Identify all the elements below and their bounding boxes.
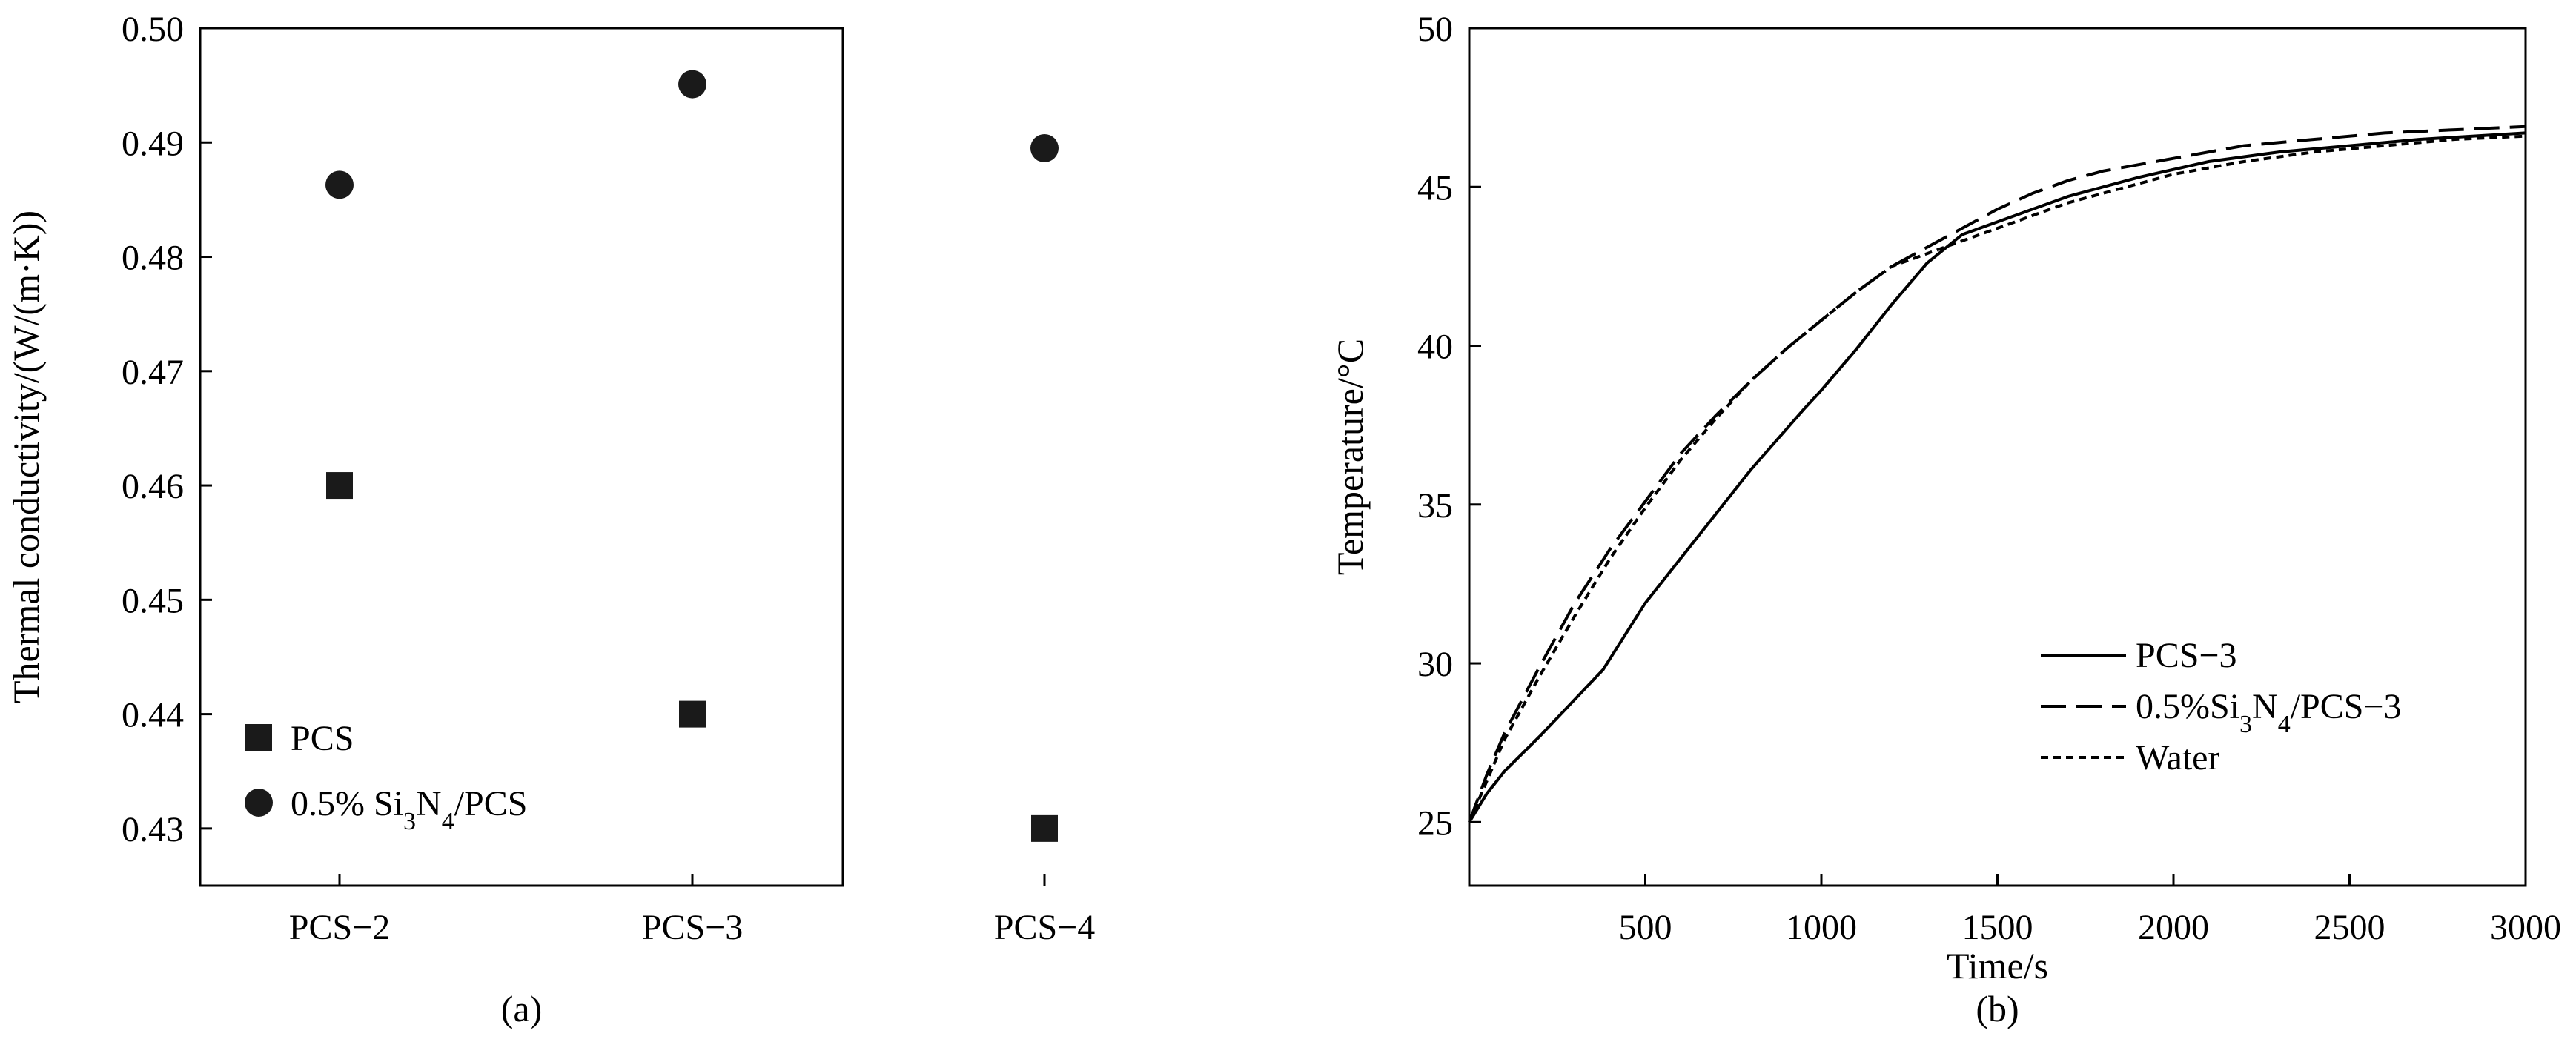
plot-frame	[1468, 27, 2527, 887]
y-tick-label: 0.47	[122, 353, 184, 392]
panel-b-temperature-chart: 25 30 35 40 45 50 500 1000 1500 2000 2500 3000 Time/…	[1329, 10, 2561, 1029]
x-tick-label: PCS−4	[994, 908, 1095, 947]
legend-label: Water	[2136, 738, 2219, 777]
y-tick-label: 30	[1417, 645, 1453, 684]
y-axis-title: Temperature/°C	[1329, 339, 1371, 575]
legend-label: 0.5%Si3N4/PCS−3	[2136, 687, 2402, 738]
panel-a-thermal-conductivity-chart: 0.43 0.44 0.45 0.46 0.47 0.48 0.49 0.50 PCS−2 PCS…	[5, 10, 1095, 1029]
legend-marker-square	[245, 724, 272, 751]
x-tick-label: 1500	[1962, 908, 2033, 947]
x-tick-label: PCS−3	[642, 908, 743, 947]
y-tick-label: 40	[1417, 328, 1453, 367]
data-point-square	[679, 700, 706, 728]
data-point-square	[1031, 814, 1058, 842]
legend-label: PCS−3	[2136, 636, 2236, 675]
y-tick-label: 0.46	[122, 467, 184, 506]
y-tick-label: 50	[1417, 10, 1453, 49]
y-tick-label: 0.48	[122, 239, 184, 278]
legend-label: 0.5% Si3N4/PCS	[291, 784, 527, 835]
series-line-1	[1468, 131, 2526, 823]
y-axis-title: Thermal conductivity/(W/(m·K))	[5, 210, 47, 703]
data-point-circle	[678, 70, 706, 99]
panel-label-b: (b)	[1976, 988, 2019, 1029]
y-tick-label: 35	[1417, 486, 1453, 525]
x-tick-label: 3000	[2490, 908, 2561, 947]
series-line-3	[1468, 134, 2526, 823]
x-tick-label: 2500	[2314, 908, 2385, 947]
panel-label-a: (a)	[501, 988, 543, 1029]
data-point-circle	[325, 170, 354, 199]
x-tick-label: 1000	[1786, 908, 1857, 947]
legend-marker-circle	[245, 789, 273, 817]
y-tick-label: 0.49	[122, 124, 184, 163]
plot-frame	[199, 27, 844, 887]
data-point-circle	[1030, 133, 1059, 162]
y-tick-label: 0.44	[122, 696, 184, 735]
legend: PCS 0.5% Si3N4/PCS	[245, 719, 527, 835]
y-tick-label: 0.50	[122, 10, 184, 49]
x-axis-title: Time/s	[1947, 945, 2048, 986]
x-tick-label: 500	[1619, 908, 1672, 947]
y-tick-label: 25	[1417, 803, 1453, 843]
legend-label: PCS	[291, 719, 354, 758]
x-tick-label: PCS−2	[289, 908, 390, 947]
y-tick-label: 45	[1417, 168, 1453, 208]
y-tick-label: 0.45	[122, 581, 184, 620]
data-point-square	[326, 472, 353, 500]
x-tick-label: 2000	[2138, 908, 2209, 947]
y-tick-label: 0.43	[122, 810, 184, 849]
